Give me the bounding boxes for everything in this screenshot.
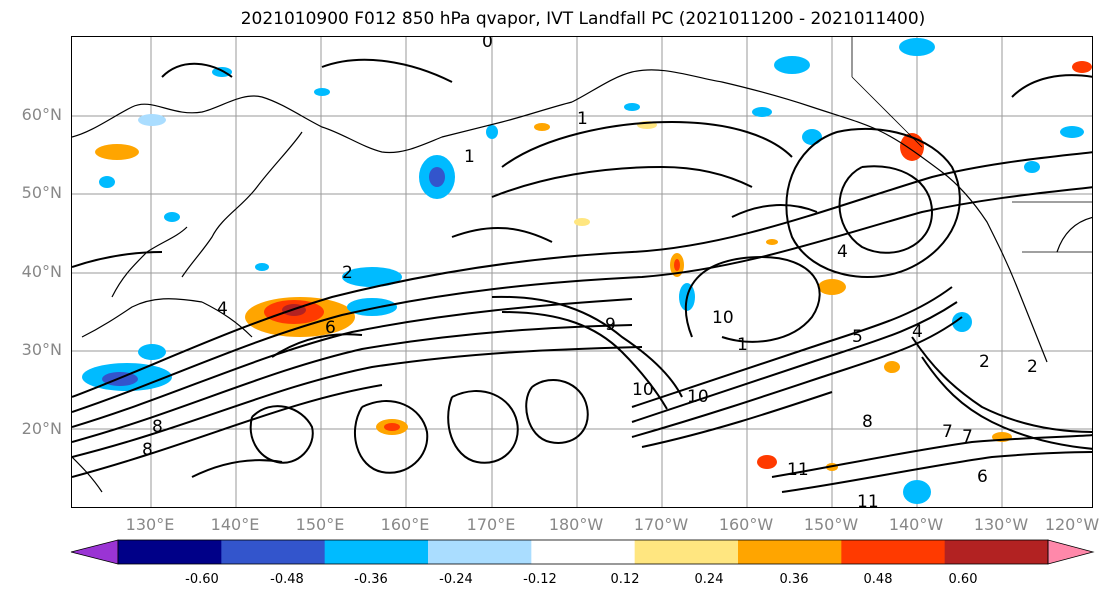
contour-label: 1 [464,147,475,167]
contour-label: 1 [737,335,748,355]
lon-label-140e: 140°E [210,515,260,534]
colorbar-segment [738,540,842,564]
lat-label-50n: 50°N [21,183,62,202]
ivt-contours [72,58,1092,493]
contour-label: 2 [979,352,990,372]
colorbar-tick-label: -0.24 [439,572,473,587]
contour-label: 8 [142,440,153,460]
lon-label-150w: 150°W [803,515,859,534]
lon-label-140w: 140°W [888,515,944,534]
lon-label-170e: 170°E [466,515,516,534]
contour-labels: 124689101114124108781125107620 [142,37,1038,508]
colorbar [70,539,1095,565]
coastlines [72,69,1092,493]
contour-label: 5 [852,327,863,347]
colorbar-segment [841,540,946,564]
contour-label: 10 [687,387,709,407]
contour-label: 11 [787,460,809,480]
lon-label-160e: 160°E [380,515,430,534]
lon-label-170w: 170°W [633,515,689,534]
gridlines [72,37,1092,507]
colorbar-outline [117,539,1049,565]
colorbar-tick-label: -0.12 [523,572,557,587]
qvapor-anomaly-fills [82,38,1092,504]
colorbar-tick-label: -0.48 [270,572,304,587]
lat-label-60n: 60°N [21,105,62,124]
contour-label: 11 [857,492,879,508]
contour-label: 10 [632,380,654,400]
lon-label-150e: 150°E [295,515,345,534]
colorbar-tick-label: 0.24 [694,572,724,587]
colorbar-segment [324,540,429,564]
colorbar-extend-low [70,539,119,565]
colorbar-extend-high [1047,539,1095,565]
lat-label-30n: 30°N [21,340,62,359]
contour-label: 6 [977,467,988,487]
contour-label: 4 [217,299,228,319]
contour-label: 4 [912,322,923,342]
colorbar-tick-label: 0.36 [779,572,809,587]
colorbar-segment [531,540,636,564]
colorbar-tick-label: 0.60 [948,572,978,587]
country-borders [851,37,1092,253]
colorbar-segment [221,540,326,564]
contour-label: 2 [1027,357,1038,377]
contour-label: 2 [342,263,353,283]
colorbar-segment [118,540,222,564]
lon-label-120w: 120°W [1044,515,1100,534]
colorbar-segment [944,540,1049,564]
contour-label: 0 [482,37,493,52]
map-panel: 124689101114124108781125107620 [71,36,1093,508]
contour-label: 9 [605,315,616,335]
lon-label-130w: 130°W [973,515,1029,534]
colorbar-segment [634,540,739,564]
map-title: 2021010900 F012 850 hPa qvapor, IVT Land… [240,9,926,29]
contour-label: 7 [942,422,953,442]
colorbar-tick-label: 0.48 [863,572,893,587]
colorbar-tick-label: 0.12 [610,572,640,587]
map-canvas: 124689101114124108781125107620 [72,37,1092,508]
contour-label: 4 [837,242,848,262]
contour-label: 8 [862,412,873,432]
lon-label-130e: 130°E [125,515,175,534]
contour-label: 7 [962,427,973,447]
colorbar-tick-label: -0.60 [185,572,219,587]
contour-label: 10 [712,308,734,328]
lon-label-160w: 160°W [718,515,774,534]
lat-label-20n: 20°N [21,419,62,438]
colorbar-tick-label: -0.36 [354,572,388,587]
contour-label: 1 [577,109,588,129]
lat-label-40n: 40°N [21,262,62,281]
contour-label: 8 [152,417,163,437]
colorbar-segment [428,540,532,564]
lon-label-180w: 180°W [548,515,604,534]
contour-label: 6 [325,318,336,338]
